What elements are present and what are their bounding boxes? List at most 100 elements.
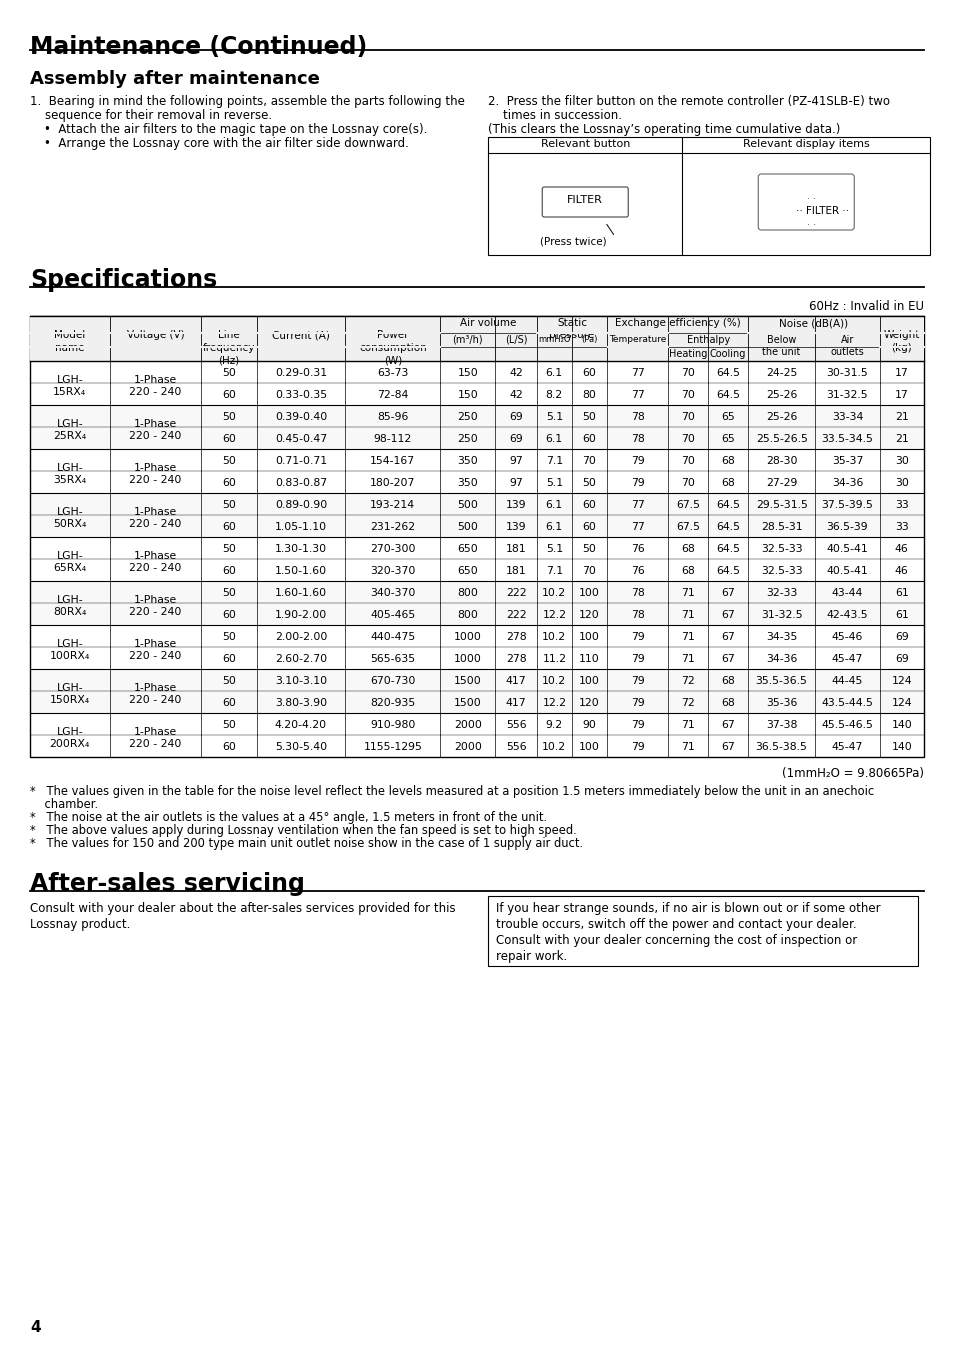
Text: 24-25: 24-25 — [765, 367, 797, 378]
Text: 231-262: 231-262 — [370, 521, 415, 532]
Text: Static
pressure: Static pressure — [549, 317, 594, 340]
Text: 79: 79 — [630, 632, 644, 642]
Text: 70: 70 — [680, 434, 695, 444]
Text: 69: 69 — [894, 632, 907, 642]
Text: (Pa): (Pa) — [580, 335, 598, 345]
Text: 60: 60 — [222, 434, 235, 444]
Text: 32.5-33: 32.5-33 — [760, 544, 801, 554]
Text: 250: 250 — [456, 412, 477, 422]
Text: 64.5: 64.5 — [716, 367, 740, 378]
Text: 350: 350 — [456, 457, 477, 466]
Text: 71: 71 — [680, 654, 695, 663]
Text: 1000: 1000 — [454, 654, 481, 663]
Text: 100: 100 — [578, 632, 599, 642]
Text: mmH₂O: mmH₂O — [537, 335, 570, 345]
Text: 64.5: 64.5 — [716, 566, 740, 576]
Text: 1000: 1000 — [454, 632, 481, 642]
Text: 33: 33 — [894, 521, 907, 532]
Text: 79: 79 — [630, 720, 644, 730]
Text: 100: 100 — [578, 676, 599, 686]
Text: 71: 71 — [680, 611, 695, 620]
Text: 10.2: 10.2 — [541, 742, 566, 753]
Text: Current (A): Current (A) — [272, 331, 330, 340]
Text: 60: 60 — [222, 611, 235, 620]
Text: 43-44: 43-44 — [831, 588, 862, 598]
Text: 60: 60 — [582, 500, 596, 509]
Text: 405-465: 405-465 — [370, 611, 415, 620]
Text: 556: 556 — [505, 720, 526, 730]
Text: •  Attach the air filters to the magic tape on the Lossnay core(s).: • Attach the air filters to the magic ta… — [44, 123, 427, 136]
Text: (L/S): (L/S) — [504, 335, 527, 345]
Text: 76: 76 — [630, 544, 644, 554]
Text: 0.83-0.87: 0.83-0.87 — [274, 478, 327, 488]
Bar — [30, 735, 923, 757]
Text: 50: 50 — [222, 632, 235, 642]
Text: 42-43.5: 42-43.5 — [826, 611, 867, 620]
Text: 2.  Press the filter button on the remote controller (PZ-41SLB-E) two: 2. Press the filter button on the remote… — [488, 95, 889, 108]
Text: 71: 71 — [680, 632, 695, 642]
Text: 70: 70 — [680, 390, 695, 400]
Text: LGH-
200RX₄: LGH- 200RX₄ — [50, 727, 90, 748]
Text: 70: 70 — [680, 478, 695, 488]
Text: 417: 417 — [505, 698, 526, 708]
Text: 1-Phase
220 - 240: 1-Phase 220 - 240 — [130, 727, 181, 748]
Text: 67: 67 — [720, 632, 734, 642]
Text: 278: 278 — [505, 632, 526, 642]
Text: 3.80-3.90: 3.80-3.90 — [274, 698, 327, 708]
Text: LGH-
35RX₄: LGH- 35RX₄ — [53, 463, 87, 485]
Bar — [488, 896, 917, 966]
Text: Consult with your dealer about the after-sales services provided for this
Lossna: Consult with your dealer about the after… — [30, 902, 456, 931]
Text: *   The noise at the air outlets is the values at a 45° angle, 1.5 meters in fro: * The noise at the air outlets is the va… — [30, 811, 547, 824]
Text: 1500: 1500 — [454, 676, 481, 686]
Text: 500: 500 — [456, 521, 477, 532]
Text: Weight
(kg): Weight (kg) — [882, 331, 919, 353]
Text: Air
outlets: Air outlets — [830, 335, 863, 358]
Bar — [30, 316, 923, 757]
Text: 150: 150 — [456, 367, 477, 378]
Text: 0.39-0.40: 0.39-0.40 — [274, 412, 327, 422]
Text: 78: 78 — [630, 611, 644, 620]
Text: 69: 69 — [509, 412, 522, 422]
Text: 60: 60 — [582, 434, 596, 444]
Text: 33: 33 — [894, 500, 907, 509]
Text: 2000: 2000 — [454, 720, 481, 730]
Text: 67.5: 67.5 — [676, 521, 700, 532]
Text: •  Arrange the Lossnay core with the air filter side downward.: • Arrange the Lossnay core with the air … — [44, 136, 409, 150]
Text: 78: 78 — [630, 588, 644, 598]
Text: 71: 71 — [680, 742, 695, 753]
Bar — [30, 626, 923, 647]
Text: 45-46: 45-46 — [831, 632, 862, 642]
Text: After-sales servicing: After-sales servicing — [30, 871, 305, 896]
Text: 1.  Bearing in mind the following points, assemble the parts following the: 1. Bearing in mind the following points,… — [30, 95, 464, 108]
Text: 79: 79 — [630, 698, 644, 708]
Text: 910-980: 910-980 — [370, 720, 416, 730]
Text: 50: 50 — [582, 412, 596, 422]
Text: 67: 67 — [720, 742, 734, 753]
Text: 79: 79 — [630, 478, 644, 488]
Text: If you hear strange sounds, if no air is blown out or if some other
trouble occu: If you hear strange sounds, if no air is… — [496, 902, 880, 963]
Text: 10.2: 10.2 — [541, 676, 566, 686]
Text: 800: 800 — [456, 588, 477, 598]
Text: *   The above values apply during Lossnay ventilation when the fan speed is set : * The above values apply during Lossnay … — [30, 824, 577, 838]
Text: 1155-1295: 1155-1295 — [363, 742, 422, 753]
Text: 60: 60 — [222, 566, 235, 576]
Text: 0.89-0.90: 0.89-0.90 — [274, 500, 327, 509]
Text: 417: 417 — [505, 676, 526, 686]
Text: 35-36: 35-36 — [765, 698, 797, 708]
Text: 556: 556 — [505, 742, 526, 753]
Text: LGH-
50RX₄: LGH- 50RX₄ — [53, 507, 87, 528]
Text: *   The values given in the table for the noise level reflect the levels measure: * The values given in the table for the … — [30, 785, 873, 798]
Text: 50: 50 — [222, 676, 235, 686]
Text: 120: 120 — [578, 698, 599, 708]
Text: 1500: 1500 — [454, 698, 481, 708]
Text: 1.90-2.00: 1.90-2.00 — [274, 611, 327, 620]
Text: LGH-
25RX₄: LGH- 25RX₄ — [53, 419, 87, 440]
Text: 140: 140 — [890, 742, 911, 753]
Text: 30: 30 — [894, 478, 908, 488]
Text: 40.5-41: 40.5-41 — [825, 566, 867, 576]
Text: 50: 50 — [222, 720, 235, 730]
Text: 76: 76 — [630, 566, 644, 576]
Text: 68: 68 — [720, 698, 734, 708]
Text: 50: 50 — [222, 457, 235, 466]
Bar — [30, 493, 923, 515]
